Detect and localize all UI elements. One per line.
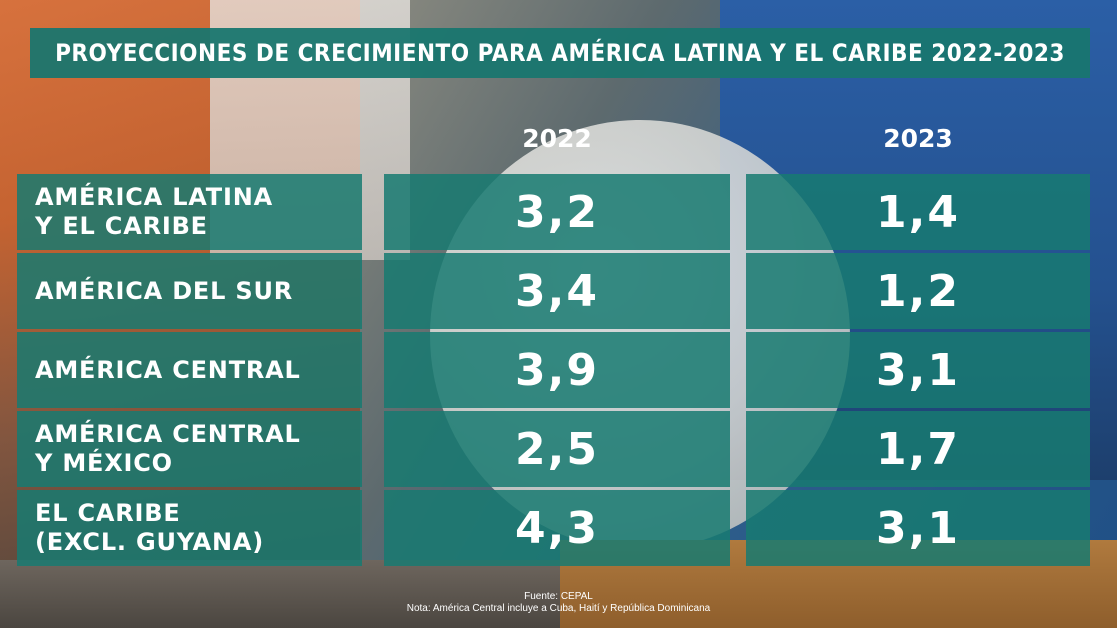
- background-photo-ground: [0, 560, 560, 628]
- value-2023: 1,4: [876, 186, 960, 238]
- row-label-line: AMÉRICA CENTRAL: [35, 355, 301, 384]
- column-header-2022: 2022: [522, 123, 592, 153]
- row-label: AMÉRICA CENTRAL: [35, 356, 301, 385]
- chart-title: PROYECCIONES DE CRECIMIENTO PARA AMÉRICA…: [55, 39, 1065, 67]
- row-label-line: Y EL CARIBE: [35, 212, 208, 240]
- title-bar: PROYECCIONES DE CRECIMIENTO PARA AMÉRICA…: [30, 28, 1090, 78]
- row-label-cell: EL CARIBE (EXCL. GUYANA): [17, 490, 362, 566]
- value-2023-cell: 3,1: [746, 490, 1090, 566]
- row-label-line: Y MÉXICO: [35, 449, 173, 477]
- row-label-line: EL CARIBE: [35, 499, 181, 527]
- value-2022: 3,4: [515, 265, 599, 317]
- row-label-cell: AMÉRICA CENTRAL Y MÉXICO: [17, 411, 362, 487]
- value-2023-cell: 1,4: [746, 174, 1090, 250]
- source-text: Fuente: CEPAL: [524, 591, 593, 602]
- value-2022: 2,5: [515, 423, 599, 475]
- row-label-cell: AMÉRICA DEL SUR: [17, 253, 362, 329]
- row-label-line: AMÉRICA LATINA: [35, 183, 273, 211]
- value-2022-cell: 2,5: [384, 411, 730, 487]
- value-2022-cell: 3,9: [384, 332, 730, 408]
- value-2023-cell: 1,7: [746, 411, 1090, 487]
- value-2023: 1,7: [876, 423, 960, 475]
- row-label-line: AMÉRICA DEL SUR: [35, 276, 294, 305]
- row-label-cell: AMÉRICA CENTRAL: [17, 332, 362, 408]
- footnote: Fuente: CEPAL Nota: América Central incl…: [0, 591, 1117, 615]
- value-2022: 3,9: [515, 344, 599, 396]
- value-2023: 3,1: [876, 344, 960, 396]
- row-label-line: AMÉRICA CENTRAL: [35, 420, 301, 448]
- value-2023-cell: 1,2: [746, 253, 1090, 329]
- value-2022: 3,2: [515, 186, 599, 238]
- value-2022: 4,3: [515, 502, 599, 554]
- value-2023-cell: 3,1: [746, 332, 1090, 408]
- row-label: AMÉRICA LATINA Y EL CARIBE: [35, 183, 273, 241]
- column-header-2023: 2023: [883, 123, 953, 153]
- value-2023: 1,2: [876, 265, 960, 317]
- row-label: AMÉRICA CENTRAL Y MÉXICO: [35, 420, 301, 478]
- value-2022-cell: 3,2: [384, 174, 730, 250]
- note-text: Nota: América Central incluye a Cuba, Ha…: [406, 603, 711, 614]
- value-2022-cell: 4,3: [384, 490, 730, 566]
- value-2023: 3,1: [876, 502, 960, 554]
- row-label-line: (EXCL. GUYANA): [35, 528, 265, 556]
- row-label-cell: AMÉRICA LATINA Y EL CARIBE: [17, 174, 362, 250]
- value-2022-cell: 3,4: [384, 253, 730, 329]
- row-label: EL CARIBE (EXCL. GUYANA): [35, 499, 264, 557]
- row-label: AMÉRICA DEL SUR: [35, 277, 293, 306]
